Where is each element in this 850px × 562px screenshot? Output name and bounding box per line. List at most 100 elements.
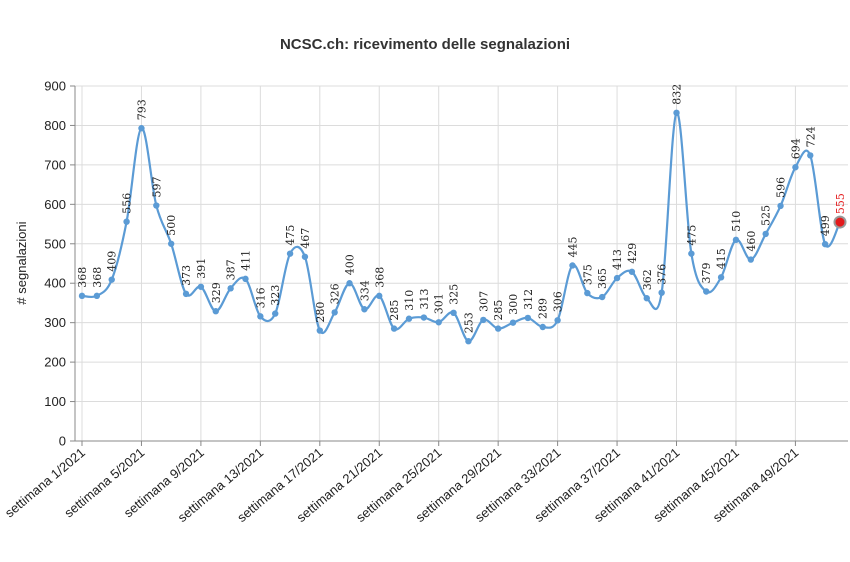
data-point — [435, 319, 442, 326]
data-point — [673, 109, 680, 117]
data-label: 832 — [671, 84, 684, 105]
data-label: 375 — [581, 264, 594, 285]
data-label: 391 — [195, 258, 208, 279]
data-point — [643, 295, 650, 302]
data-label: 301 — [433, 293, 446, 314]
data-label: 556 — [121, 193, 134, 214]
data-label: 379 — [700, 263, 713, 284]
data-point — [509, 319, 517, 326]
data-point — [821, 240, 829, 248]
data-label: 280 — [314, 302, 327, 323]
data-point — [153, 202, 160, 209]
data-point — [78, 292, 86, 300]
data-label: 445 — [567, 237, 580, 258]
data-label: 310 — [403, 290, 416, 311]
data-point — [361, 306, 368, 313]
data-label: 387 — [225, 259, 238, 280]
data-label: 429 — [626, 243, 639, 264]
data-point — [93, 292, 101, 300]
data-point — [108, 276, 115, 283]
data-label: 289 — [537, 298, 550, 319]
data-point — [688, 250, 695, 257]
axes — [70, 85, 848, 446]
data-label: 362 — [641, 269, 654, 290]
y-tick-label: 700 — [44, 157, 66, 172]
data-label: 793 — [136, 99, 149, 120]
data-point-highlight — [833, 215, 847, 229]
data-label: 415 — [715, 248, 728, 269]
data-label: 500 — [165, 215, 178, 236]
data-points — [78, 109, 847, 345]
data-point — [747, 256, 755, 263]
data-point — [390, 325, 398, 332]
data-label: 313 — [418, 289, 431, 310]
data-label: 368 — [91, 267, 104, 288]
data-label: 373 — [180, 265, 193, 286]
y-tick-label: 100 — [44, 394, 66, 409]
data-label: 329 — [210, 282, 223, 303]
chart-title: NCSC.ch: ricevimento delle segnalazioni — [280, 36, 570, 53]
data-label: 409 — [106, 251, 119, 272]
data-point — [286, 250, 294, 257]
data-label: 724 — [804, 126, 817, 147]
data-point — [628, 268, 636, 275]
data-label: 325 — [448, 284, 461, 305]
data-point — [465, 338, 472, 345]
data-label: 555 — [834, 193, 847, 214]
data-point — [316, 327, 324, 334]
data-label: 253 — [462, 312, 475, 333]
y-axis-label: # segnalazioni — [14, 221, 29, 304]
data-point — [272, 310, 279, 317]
data-point — [554, 317, 561, 324]
data-label: 300 — [507, 294, 520, 315]
data-point — [807, 152, 814, 159]
data-point — [257, 313, 264, 320]
data-label: 413 — [611, 249, 624, 270]
y-tick-labels: 0 100 200 300 400 500 600 700 800 900 — [44, 79, 66, 449]
data-point — [658, 289, 665, 296]
data-label: 334 — [358, 280, 371, 301]
data-point — [227, 285, 234, 292]
data-label: 285 — [492, 300, 505, 321]
gridlines — [75, 85, 848, 441]
data-point — [494, 325, 502, 332]
data-point — [717, 274, 725, 281]
data-point — [212, 308, 219, 315]
data-label: 475 — [685, 225, 698, 246]
data-label: 400 — [344, 254, 357, 275]
data-label: 510 — [730, 211, 743, 232]
data-point — [703, 288, 710, 295]
data-label: 525 — [760, 205, 773, 226]
data-label: 475 — [284, 225, 297, 246]
data-point — [420, 314, 428, 321]
data-point — [584, 289, 591, 297]
data-label: 376 — [656, 264, 669, 285]
series-line — [81, 111, 841, 343]
data-label: 326 — [329, 283, 342, 304]
data-point — [450, 309, 457, 317]
data-point — [613, 274, 621, 282]
data-label: 411 — [240, 250, 253, 271]
y-tick-label: 600 — [44, 197, 66, 212]
y-tick-label: 500 — [44, 236, 66, 251]
data-point — [732, 236, 740, 244]
data-point — [197, 283, 205, 290]
data-point — [376, 292, 383, 300]
data-point — [138, 125, 145, 132]
y-tick-label: 400 — [44, 276, 66, 291]
data-label: 323 — [269, 285, 282, 306]
data-label: 460 — [745, 231, 758, 252]
data-label: 368 — [76, 267, 89, 288]
data-label: 368 — [373, 267, 386, 288]
y-tick-label: 0 — [59, 434, 66, 449]
data-label: 597 — [150, 177, 163, 198]
data-label: 365 — [596, 268, 609, 289]
data-point — [569, 262, 576, 269]
data-point — [346, 280, 353, 287]
data-label: 467 — [299, 228, 312, 249]
data-point — [777, 202, 784, 210]
data-point — [123, 218, 130, 225]
data-point — [792, 164, 799, 171]
